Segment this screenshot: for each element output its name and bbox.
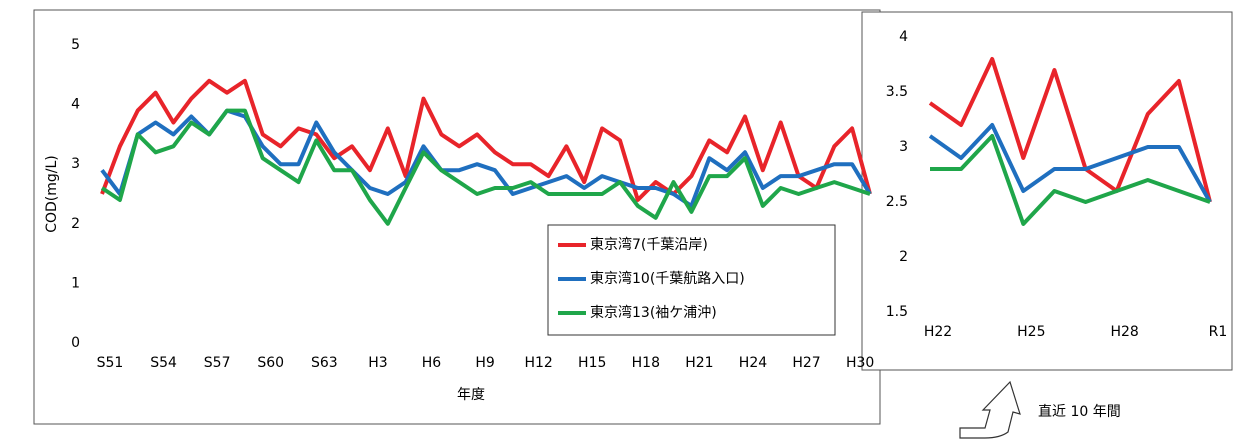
series-line xyxy=(930,134,1211,226)
legend-label: 東京湾10(千葉航路入口) xyxy=(590,270,745,287)
y-tick-label: 1.5 xyxy=(886,304,908,320)
x-tick-label: H12 xyxy=(524,355,552,371)
legend-label: 東京湾7(千葉沿岸) xyxy=(590,236,708,253)
y-tick-label: 4 xyxy=(71,97,80,113)
y-tick-label: 1 xyxy=(71,275,80,291)
x-tick-label: R1 xyxy=(1209,324,1228,340)
x-tick-label: H27 xyxy=(792,355,820,371)
series-line xyxy=(928,57,1212,203)
x-tick-label: S63 xyxy=(311,355,338,371)
y-axis-label: COD(mg/L) xyxy=(44,155,60,233)
series-line xyxy=(928,123,1212,203)
y-tick-label: 0 xyxy=(71,335,80,351)
left-frame xyxy=(33,9,881,425)
annotation: 直近 10 年間 xyxy=(1038,403,1121,420)
y-tick-label: 3 xyxy=(899,139,908,155)
x-tick-label: H30 xyxy=(846,355,874,371)
x-tick-label: H28 xyxy=(1110,324,1138,340)
x-tick-label: H9 xyxy=(475,355,494,371)
x-tick-label: H25 xyxy=(1017,324,1045,340)
series-line xyxy=(100,108,871,226)
x-tick-label: H3 xyxy=(368,355,387,371)
y-tick-label: 3.5 xyxy=(886,84,908,100)
y-tick-label: 5 xyxy=(71,37,80,53)
x-tick-label: H24 xyxy=(739,355,767,371)
series-line xyxy=(100,78,872,202)
x-tick-label: S57 xyxy=(204,355,231,371)
y-tick-label: 2 xyxy=(71,216,80,232)
x-tick-label: S51 xyxy=(97,355,124,371)
legend-box xyxy=(547,224,836,336)
y-tick-label: 2 xyxy=(899,249,908,265)
y-tick-label: 3 xyxy=(71,156,80,172)
y-tick-label: 4 xyxy=(899,29,908,45)
x-tick-label: S60 xyxy=(257,355,284,371)
legend-label: 東京湾13(袖ケ浦沖) xyxy=(590,304,717,321)
x-tick-label: H6 xyxy=(422,355,442,371)
x-tick-label: H22 xyxy=(924,324,952,340)
x-axis-label: 年度 xyxy=(457,387,485,403)
y-tick-label: 2.5 xyxy=(886,194,908,210)
arrow xyxy=(959,380,1021,439)
right-frame xyxy=(861,11,1233,371)
x-tick-label: S54 xyxy=(150,355,177,371)
x-tick-label: H15 xyxy=(578,355,606,371)
x-tick-label: H21 xyxy=(685,355,713,371)
x-tick-label: H18 xyxy=(632,355,660,371)
